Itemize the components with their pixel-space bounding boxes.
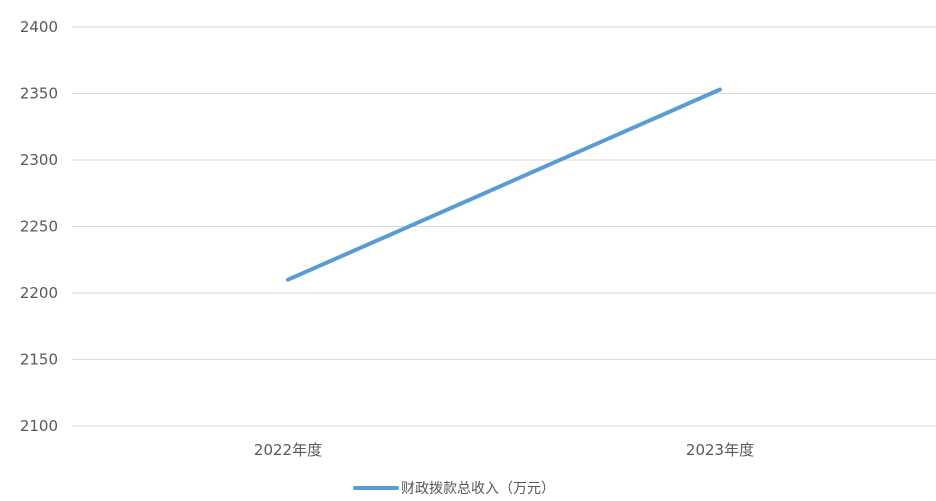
- x-tick-label: 2023年度: [686, 441, 754, 459]
- gridlines: [72, 26, 936, 427]
- y-tick-label: 2100: [20, 417, 58, 435]
- series-lines: [286, 87, 722, 282]
- y-axis-tick-labels: 2100 2150 2200 2250 2300 2350 2400: [20, 18, 58, 435]
- y-tick-label: 2400: [20, 18, 58, 36]
- y-tick-label: 2350: [20, 85, 58, 103]
- legend: 财政拨款总收入（万元）: [353, 481, 555, 497]
- series-line: [286, 87, 722, 282]
- y-tick-label: 2200: [20, 284, 58, 302]
- y-tick-label: 2250: [20, 218, 58, 236]
- y-tick-label: 2300: [20, 151, 58, 169]
- legend-label: 财政拨款总收入（万元）: [401, 481, 555, 497]
- x-axis-tick-labels: 2022年度 2023年度: [254, 441, 754, 459]
- x-tick-label: 2022年度: [254, 441, 322, 459]
- y-tick-label: 2150: [20, 351, 58, 369]
